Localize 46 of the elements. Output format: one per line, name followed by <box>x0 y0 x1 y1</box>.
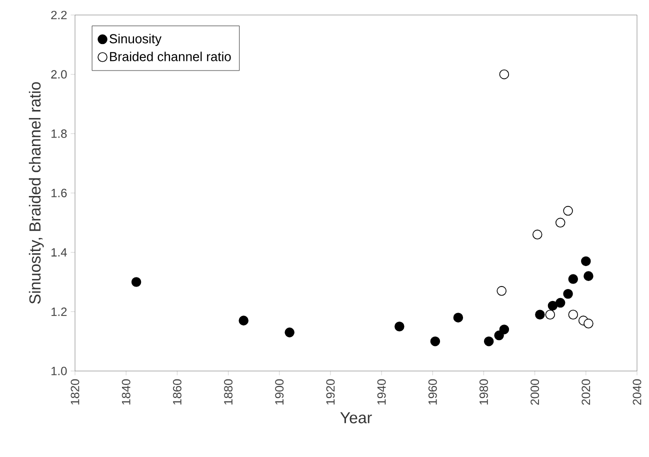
point <box>430 336 440 346</box>
point <box>499 324 510 334</box>
y-tick-label: 2.0 <box>51 70 67 79</box>
y-tick-label: 1.4 <box>52 248 67 256</box>
y-tick-label: 1.6 <box>52 188 67 198</box>
point <box>568 274 578 284</box>
x-tick-label: 1920 <box>326 379 335 404</box>
point <box>532 230 542 240</box>
point <box>555 298 566 308</box>
point <box>131 277 142 287</box>
legend-label: Braided channel ratio <box>110 52 231 62</box>
x-tick-label: 1820 <box>70 379 80 404</box>
point <box>238 316 248 326</box>
point <box>484 336 494 346</box>
point <box>563 288 573 299</box>
point <box>394 322 404 332</box>
point <box>555 218 566 228</box>
point <box>548 300 558 311</box>
point <box>568 310 578 320</box>
x-tick-label: 2000 <box>530 379 540 405</box>
x-tick-label: 1940 <box>377 379 386 404</box>
y-axis-title: Sinuosity, Braided channel ratio <box>28 82 44 304</box>
point <box>453 312 464 322</box>
x-axis-title: Year <box>340 412 372 424</box>
x-tick-label: 1840 <box>122 379 130 404</box>
x-tick-label: 2040 <box>632 379 642 405</box>
x-tick-label: 1960 <box>428 379 437 404</box>
point <box>584 271 594 281</box>
y-tick-label: 1.0 <box>52 366 67 376</box>
point <box>284 328 294 338</box>
point <box>545 310 556 320</box>
x-tick-label: 2020 <box>582 379 590 405</box>
point <box>496 286 506 296</box>
y-tick-label: 1.2 <box>52 307 67 316</box>
x-tick-label: 1880 <box>224 379 232 404</box>
point <box>563 206 573 216</box>
x-tick-label: 1980 <box>480 379 488 404</box>
point <box>584 318 594 328</box>
point <box>499 69 510 80</box>
legend-label: Sinuosity <box>110 34 162 46</box>
x-tick-label: 1860 <box>172 379 182 404</box>
x-tick-label: 1900 <box>275 379 284 404</box>
point <box>581 256 591 266</box>
y-tick-label: 1.8 <box>52 129 67 138</box>
point <box>535 310 545 320</box>
y-tick-label: 2.2 <box>51 10 67 20</box>
